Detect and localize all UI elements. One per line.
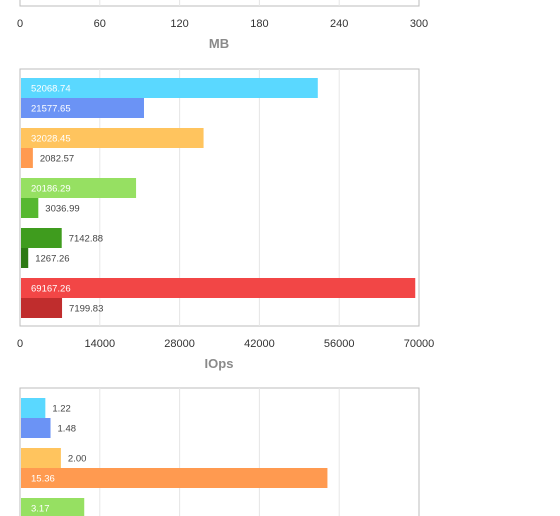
iops-tick-label: 70000 [404,338,435,350]
mb-tick-label: 300 [410,18,428,30]
iops-bar [21,98,144,118]
third-data-label: 2.00 [68,454,87,465]
iops-tick-label: 42000 [244,338,275,350]
mb-tick-label: 120 [170,18,188,30]
third-bar [21,498,85,516]
iops-bar [21,198,39,218]
mb-plot-area [19,0,420,7]
iops-data-label: 3036.99 [45,204,79,215]
iops-bar [21,128,204,148]
iops-chart: 52068.74 21577.65 32028.45 2082.57 20186.29 3… [17,68,435,371]
mb-tick-label: 60 [94,18,106,30]
iops-data-label: 2082.57 [40,154,74,165]
iops-tick-label: 0 [17,338,23,350]
iops-data-label: 20186.29 [31,184,71,195]
iops-tick-label: 56000 [324,338,355,350]
iops-bar [21,178,137,198]
iops-data-label: 69167.26 [31,284,71,295]
iops-axis-title: IOps [205,356,234,371]
iops-bar [21,248,29,268]
iops-data-label: 52068.74 [31,84,71,95]
iops-tick-label: 28000 [164,338,195,350]
iops-bar [21,298,63,318]
mb-chart: 0 60 120 180 240 300 MB [17,0,428,51]
mb-tick-label: 0 [17,18,23,30]
iops-tick-label: 14000 [85,338,116,350]
iops-bar [21,148,33,168]
third-bar [21,418,51,438]
third-data-label: 1.22 [52,404,71,415]
third-bar [21,398,46,418]
third-data-label: 1.48 [58,424,77,435]
iops-bar [21,278,416,298]
mb-axis-title: MB [209,36,229,51]
third-data-label: 3.17 [31,504,50,515]
third-data-label: 15.36 [31,474,55,485]
iops-data-label: 1267.26 [35,254,69,265]
mb-tick-label: 180 [250,18,268,30]
third-bar [21,448,61,468]
third-plot-area [19,387,420,516]
iops-data-label: 7199.83 [69,304,103,315]
iops-bar [21,78,318,98]
third-bar [21,468,328,488]
iops-data-label: 7142.88 [69,234,103,245]
iops-data-label: 32028.45 [31,134,71,145]
third-chart: 1.22 1.48 2.00 15.36 3.17 [19,387,420,516]
mb-tick-label: 240 [330,18,348,30]
iops-bar [21,228,62,248]
iops-data-label: 21577.65 [31,104,71,115]
